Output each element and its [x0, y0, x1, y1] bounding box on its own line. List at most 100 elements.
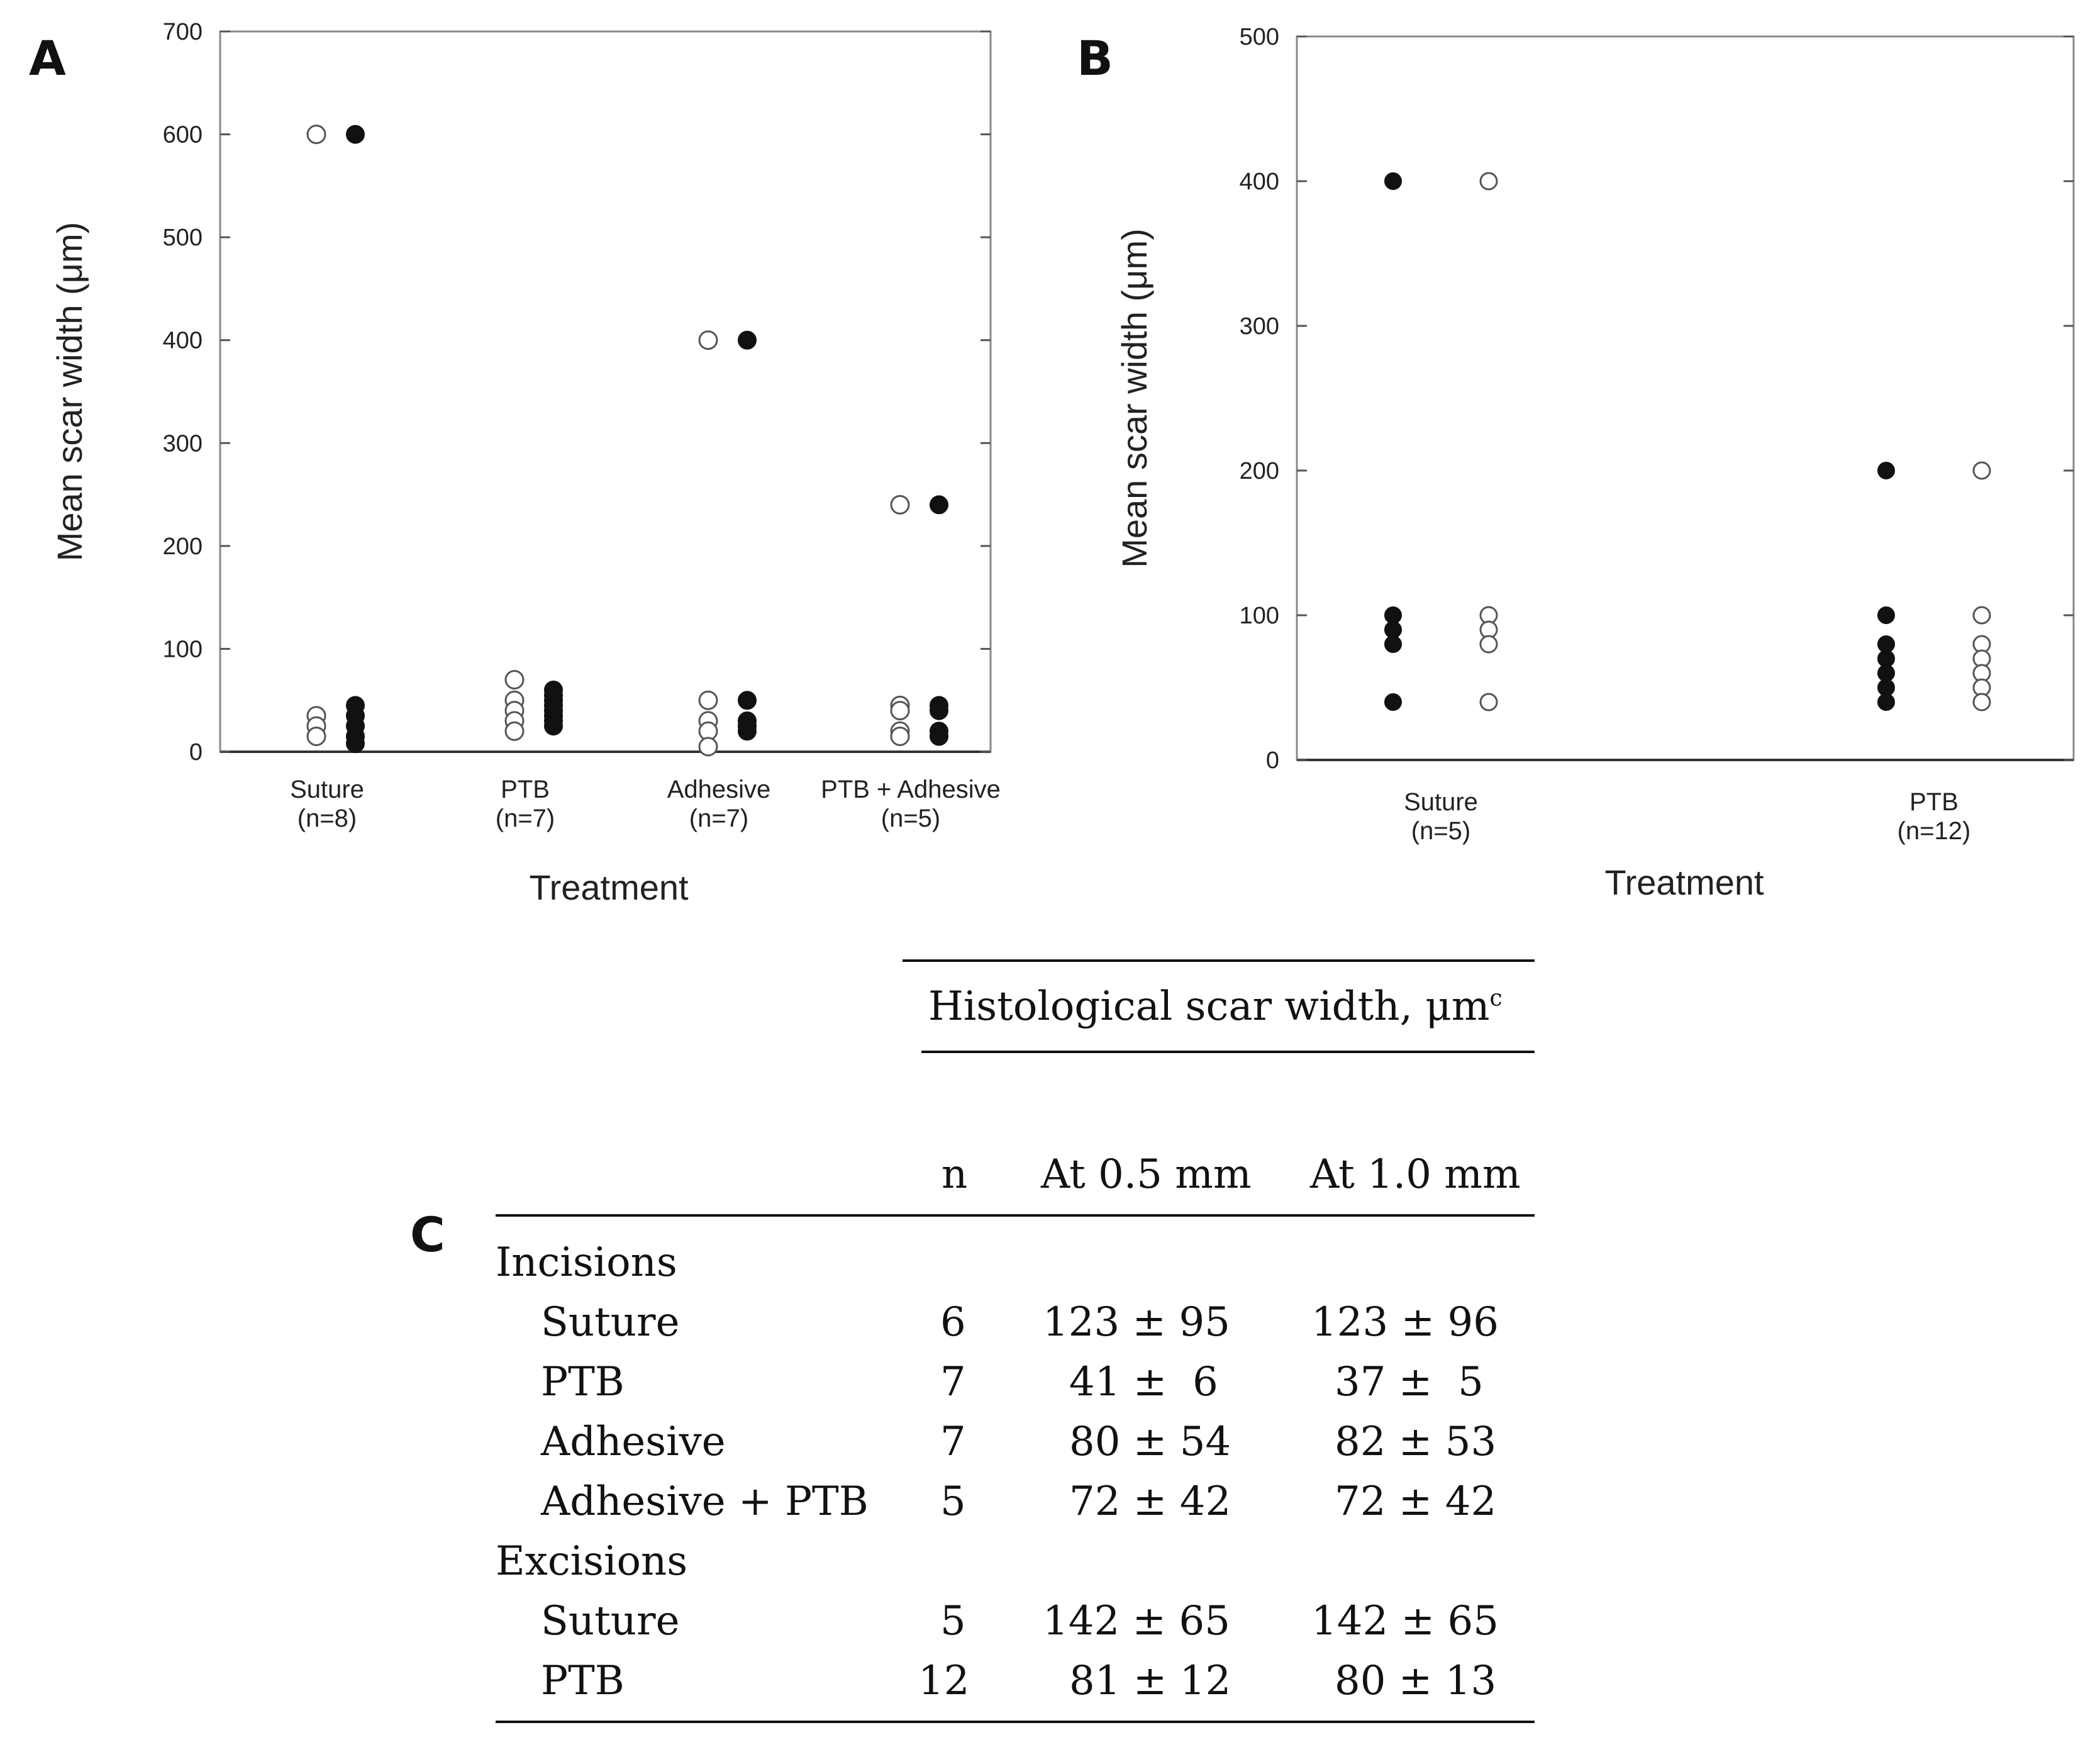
- filled-data-point: [1877, 462, 1895, 479]
- open-data-point: [1972, 606, 1991, 625]
- open-data-point: [306, 125, 326, 145]
- category-n-label: (n=8): [297, 805, 357, 832]
- y-tick-label: 500: [163, 225, 203, 251]
- row-label: Adhesive: [541, 1419, 726, 1465]
- table-group-rule: [921, 1051, 1535, 1053]
- open-data-point: [1972, 693, 1991, 712]
- row-label: Adhesive + PTB: [541, 1478, 869, 1525]
- y-tick-label: 400: [1240, 169, 1279, 195]
- open-data-point: [1479, 693, 1498, 712]
- column-header-n: n: [942, 1151, 968, 1198]
- filled-data-point: [738, 722, 757, 741]
- filled-data-point: [1384, 693, 1402, 711]
- row-value-0.5mm: 72 ± 42: [1069, 1478, 1231, 1525]
- filled-data-point: [738, 330, 757, 350]
- y-axis-title: Mean scar width (μm): [1114, 228, 1154, 568]
- row-n: 12: [918, 1658, 970, 1704]
- row-n: 5: [940, 1598, 966, 1644]
- filled-data-point: [738, 691, 757, 710]
- filled-data-point: [1877, 693, 1895, 711]
- category-n-label: (n=5): [1411, 817, 1471, 845]
- open-data-point: [504, 721, 525, 741]
- row-label: PTB: [541, 1658, 625, 1704]
- row-value-1.0mm: 37 ± 5: [1335, 1359, 1484, 1405]
- table-header-group-text: Histological scar width, μm: [928, 983, 1490, 1030]
- row-value-1.0mm: 82 ± 53: [1335, 1419, 1497, 1465]
- open-data-point: [890, 701, 910, 721]
- row-value-0.5mm: 142 ± 65: [1043, 1598, 1230, 1644]
- filled-data-point: [346, 734, 365, 753]
- y-tick-label: 400: [163, 328, 203, 354]
- y-tick-label: 100: [1240, 603, 1279, 629]
- open-data-point: [1479, 172, 1498, 191]
- y-tick-label: 300: [1240, 313, 1279, 340]
- open-data-point: [890, 494, 910, 515]
- category-label: PTB: [501, 776, 550, 803]
- row-value-0.5mm: 80 ± 54: [1069, 1419, 1231, 1465]
- category-n-label: (n=12): [1897, 817, 1971, 845]
- y-tick-label: 200: [163, 533, 203, 560]
- table-top-rule: [903, 959, 1535, 962]
- x-axis-title: Treatment: [529, 868, 689, 907]
- y-tick-label: 700: [163, 19, 203, 45]
- filled-data-point: [1384, 635, 1402, 653]
- y-tick-label: 600: [163, 122, 203, 148]
- table-bottom-rule: [496, 1721, 1535, 1723]
- panel-label-a: A: [29, 30, 66, 86]
- row-n: 7: [940, 1359, 966, 1405]
- open-data-point: [698, 737, 718, 757]
- column-header-0.5mm: At 0.5 mm: [1041, 1151, 1252, 1198]
- category-label: Adhesive: [667, 776, 771, 803]
- open-data-point: [1479, 635, 1498, 654]
- section-incisions: Incisions: [496, 1239, 677, 1286]
- row-value-1.0mm: 80 ± 13: [1335, 1658, 1497, 1704]
- open-data-point: [698, 690, 718, 710]
- y-tick-label: 200: [1240, 458, 1279, 484]
- filled-data-point: [1877, 606, 1895, 624]
- open-data-point: [1972, 461, 1991, 480]
- filled-data-point: [544, 717, 563, 736]
- y-tick-label: 0: [189, 739, 203, 766]
- filled-data-point: [1384, 172, 1402, 190]
- y-tick-label: 0: [1266, 747, 1279, 774]
- y-tick-label: 500: [1240, 24, 1279, 50]
- category-n-label: (n=7): [689, 805, 749, 832]
- x-axis-title: Treatment: [1604, 862, 1764, 902]
- row-value-1.0mm: 142 ± 65: [1311, 1598, 1499, 1644]
- row-value-0.5mm: 123 ± 95: [1043, 1299, 1230, 1346]
- row-value-0.5mm: 81 ± 12: [1069, 1658, 1231, 1704]
- row-n: 5: [940, 1478, 966, 1525]
- category-label: Suture: [1404, 788, 1478, 816]
- filled-data-point: [346, 125, 365, 144]
- filled-data-point: [930, 495, 948, 515]
- row-label: Suture: [541, 1598, 680, 1644]
- column-header-1.0mm: At 1.0 mm: [1310, 1151, 1521, 1198]
- open-data-point: [698, 330, 718, 350]
- table-header-group-sup: c: [1489, 985, 1503, 1012]
- row-n: 6: [940, 1299, 966, 1346]
- open-data-point: [306, 726, 326, 746]
- table-header-rule: [496, 1214, 1535, 1217]
- category-n-label: (n=5): [881, 805, 941, 832]
- category-label: PTB: [1909, 788, 1958, 816]
- filled-data-point: [930, 701, 948, 720]
- category-label: PTB + Adhesive: [821, 776, 1001, 803]
- row-value-1.0mm: 72 ± 42: [1335, 1478, 1497, 1525]
- table-header-group: Histological scar width, μmc: [928, 986, 1503, 1027]
- row-label: PTB: [541, 1359, 625, 1405]
- y-tick-label: 300: [163, 430, 203, 457]
- section-excisions: Excisions: [496, 1538, 688, 1585]
- open-data-point: [890, 726, 910, 746]
- category-n-label: (n=7): [496, 805, 555, 832]
- open-data-point: [504, 670, 525, 689]
- y-tick-label: 100: [163, 636, 203, 662]
- row-label: Suture: [541, 1299, 680, 1346]
- filled-data-point: [930, 727, 948, 746]
- row-value-0.5mm: 41 ± 6: [1069, 1359, 1218, 1405]
- category-label: Suture: [290, 776, 364, 803]
- row-n: 7: [940, 1419, 966, 1465]
- row-value-1.0mm: 123 ± 96: [1311, 1299, 1499, 1346]
